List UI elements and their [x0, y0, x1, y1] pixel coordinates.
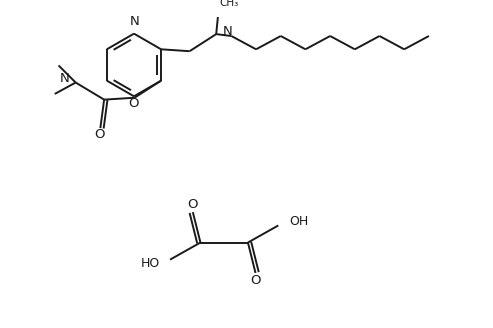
Text: OH: OH — [289, 215, 308, 228]
Text: O: O — [250, 274, 261, 287]
Text: N: N — [130, 15, 140, 28]
Text: N: N — [59, 72, 69, 85]
Text: O: O — [188, 198, 198, 211]
Text: O: O — [94, 128, 105, 141]
Text: CH₃: CH₃ — [219, 0, 238, 9]
Text: N: N — [223, 25, 233, 38]
Text: O: O — [128, 97, 139, 110]
Text: HO: HO — [141, 257, 160, 270]
